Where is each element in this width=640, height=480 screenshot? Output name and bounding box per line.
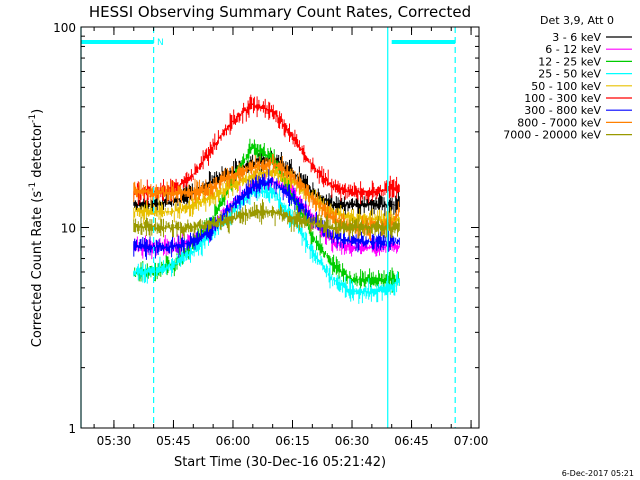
x-tick-label-5: 06:30 xyxy=(335,434,370,448)
legend-title: Det 3,9, Att 0 xyxy=(540,14,614,27)
legend-label-1: 3 - 6 keV xyxy=(552,31,601,44)
series-layer xyxy=(133,94,400,304)
x-tick-label-3: 06:00 xyxy=(216,434,251,448)
legend-label-7: 300 - 800 keV xyxy=(524,104,601,117)
series-trace-9 xyxy=(133,199,400,240)
legend-label-3: 12 - 25 keV xyxy=(538,55,601,68)
y-axis: 1 10 100 xyxy=(53,21,479,436)
x-tick-label-6: 06:45 xyxy=(394,434,429,448)
x-tick-label-2: 05:45 xyxy=(156,434,191,448)
x-axis-label: Start Time (30-Dec-16 05:21:42) xyxy=(174,455,386,470)
y-axis-label-mid: detector xyxy=(30,122,45,182)
y-axis-label: Corrected Count Rate (s-1 detector-1) xyxy=(28,109,45,347)
y-tick-label-3: 100 xyxy=(53,21,76,35)
y-axis-label-sup1: -1 xyxy=(28,182,38,191)
y-axis-label-main: Corrected Count Rate (s xyxy=(30,191,45,348)
y-tick-label-1: 1 xyxy=(68,422,76,436)
footer-date: 6-Dec-2017 05:21 xyxy=(562,469,634,478)
x-axis: 05:30 05:45 06:00 06:15 06:30 06:45 07:00 xyxy=(93,27,489,448)
legend-label-9: 7000 - 20000 keV xyxy=(503,129,601,142)
y-tick-label-2: 10 xyxy=(61,222,76,236)
x-tick-label-4: 06:15 xyxy=(275,434,310,448)
y-axis-label-sup2: -1 xyxy=(28,114,38,123)
legend-label-8: 800 - 7000 keV xyxy=(517,116,601,129)
y-axis-label-end: ) xyxy=(30,109,45,114)
legend-label-6: 100 - 300 keV xyxy=(524,92,601,105)
x-tick-label-1: 05:30 xyxy=(97,434,132,448)
chart-title: HESSI Observing Summary Count Rates, Cor… xyxy=(89,3,471,21)
legend-label-5: 50 - 100 keV xyxy=(531,80,601,93)
legend-label-2: 6 - 12 keV xyxy=(545,43,601,56)
legend-label-4: 25 - 50 keV xyxy=(538,68,601,81)
night-annotation: N xyxy=(157,38,164,48)
x-tick-label-7: 07:00 xyxy=(454,434,489,448)
